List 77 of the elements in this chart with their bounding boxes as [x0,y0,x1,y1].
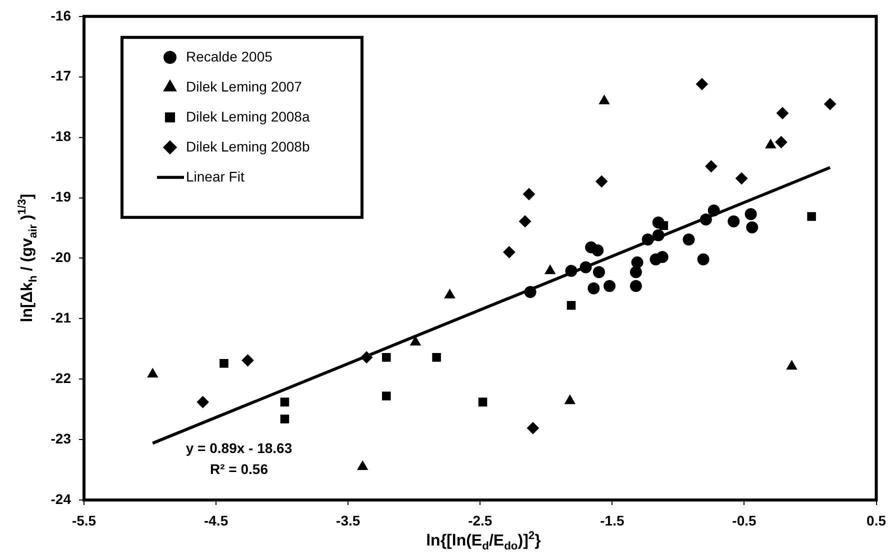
point [280,398,290,406]
point [596,175,608,188]
point [630,280,642,292]
y-tick-label: -17 [50,68,72,84]
point [566,300,576,310]
point [642,233,654,246]
point [705,160,718,172]
point [824,98,836,110]
point [564,394,576,404]
point [631,256,644,268]
x-tick-label: -3.5 [336,512,360,528]
x-tick-label: -2.5 [468,512,492,528]
point [776,107,789,120]
point [588,282,600,294]
point [592,266,605,278]
y-tick-label: -21 [50,310,72,326]
point [682,233,695,246]
point [503,246,516,258]
point [728,215,740,228]
point [357,460,368,470]
legend-label: Dilek Leming 2007 [186,78,302,94]
point [696,78,708,90]
point [544,264,556,274]
legend-label: Recalde 2005 [186,48,273,64]
y-tick-label: -23 [50,430,72,446]
point [598,95,610,104]
point [746,221,758,234]
y-tick-label: -24 [50,490,72,507]
point [652,216,664,229]
point [656,250,668,263]
legend-label: Dilek Leming 2008a [186,108,310,124]
point [410,336,421,346]
point [147,368,158,378]
point [775,136,788,148]
point [444,289,456,298]
y-tick-label: -19 [50,188,72,205]
x-tick-label: -4.5 [204,512,228,528]
y-tick-label: -22 [50,370,72,386]
point [565,264,578,277]
point [592,244,604,256]
point [526,422,539,434]
point [478,398,488,406]
point [519,215,532,228]
point [280,414,290,424]
point [242,354,254,366]
annotation: R² = 0.56 [210,460,268,477]
point [765,139,776,148]
point [580,261,592,274]
point [604,280,616,292]
annotation: y = 0.89x - 18.63 [186,440,292,456]
x-tick-label: -1.5 [600,512,624,528]
point [700,214,712,226]
point [220,358,228,368]
point [196,396,209,408]
legend-label: Linear Fit [186,168,244,184]
point [744,208,757,220]
point [697,253,710,266]
point [630,266,642,278]
x-tick-label: -5.5 [72,512,96,528]
point [652,229,664,242]
legend-label: Dilek Leming 2008b [186,138,310,154]
x-tick-label: 0.5 [866,512,886,528]
point [432,352,441,362]
point [360,351,373,364]
x-axis-title: ln{[ln(E$_{d}$/E$_{do}$)]$^{2}$} [425,530,542,553]
point [382,392,391,400]
point [524,286,536,298]
point [786,360,798,370]
point [522,188,535,200]
point [736,172,748,184]
point [807,212,816,221]
y-tick-label: -20 [50,249,72,266]
point [382,352,391,362]
y-tick-label: -16 [50,7,72,24]
x-tick-label: -0.5 [732,512,756,528]
point [708,204,720,216]
y-tick-label: -18 [50,128,72,144]
